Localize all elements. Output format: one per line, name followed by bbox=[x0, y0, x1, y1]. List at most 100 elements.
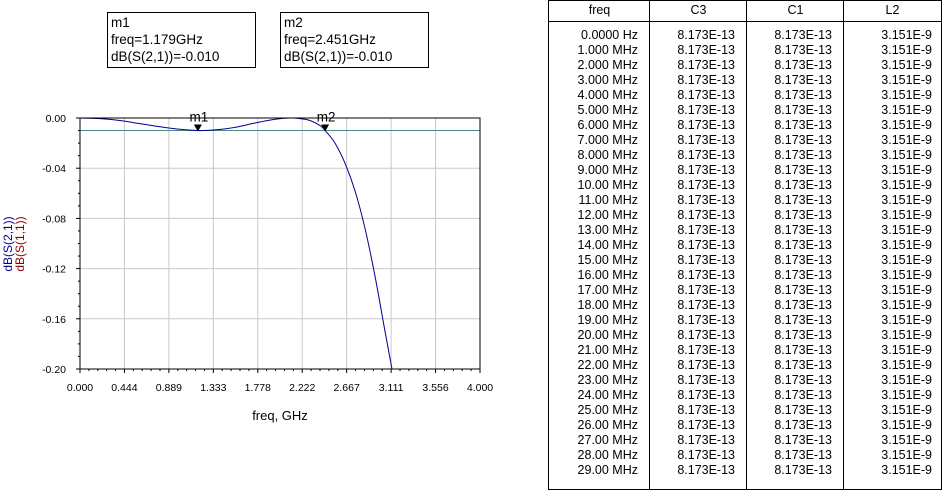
table-cell-c3: 8.173E-13 bbox=[677, 418, 735, 432]
table-cell-c3: 8.173E-13 bbox=[677, 88, 735, 102]
table-cell-c3: 8.173E-13 bbox=[677, 163, 735, 177]
table-row: 1.000 MHz 8.173E-13 8.173E-13 3.151E-9 bbox=[549, 43, 941, 57]
table-cell-c3: 8.173E-13 bbox=[677, 343, 735, 357]
header-l2: L2 bbox=[885, 3, 900, 17]
table-cell-freq: 3.000 MHz bbox=[577, 73, 638, 87]
table-cell-c1: 8.173E-13 bbox=[774, 178, 832, 192]
x-axis-ticks: 0.000 0.444 0.889 1.333 1.778 2.222 2.667 3.111… bbox=[67, 369, 493, 394]
table-cell-c1: 8.173E-13 bbox=[774, 28, 832, 42]
table-row: 4.000 MHz 8.173E-13 8.173E-13 3.151E-9 bbox=[549, 88, 941, 102]
y-axis-label-s21: dB(S(2,1)) bbox=[1, 216, 15, 271]
table-cell-l2: 3.151E-9 bbox=[881, 418, 932, 432]
table-cell-freq: 27.00 MHz bbox=[577, 433, 638, 447]
marker-m1-triangle[interactable] bbox=[193, 124, 202, 132]
table-cell-l2: 3.151E-9 bbox=[881, 283, 932, 297]
table-cell-freq: 29.00 MHz bbox=[577, 463, 638, 477]
table-cell-c3: 8.173E-13 bbox=[677, 193, 735, 207]
table-cell-freq: 7.000 MHz bbox=[577, 133, 638, 147]
table-cell-l2: 3.151E-9 bbox=[881, 433, 932, 447]
table-header: freq C3 C1 L2 bbox=[549, 1, 941, 22]
header-freq: freq bbox=[588, 3, 611, 17]
table-cell-c1: 8.173E-13 bbox=[774, 88, 832, 102]
table-cell-l2: 3.151E-9 bbox=[881, 28, 932, 42]
table-cell-c3: 8.173E-13 bbox=[677, 373, 735, 387]
table-cell-l2: 3.151E-9 bbox=[881, 118, 932, 132]
table-cell-c3: 8.173E-13 bbox=[677, 448, 735, 462]
x-tick-label: 4.000 bbox=[467, 382, 493, 394]
table-cell-c3: 8.173E-13 bbox=[677, 283, 735, 297]
table-cell-l2: 3.151E-9 bbox=[881, 328, 932, 342]
table-row: 0.0000 Hz 8.173E-13 8.173E-13 3.151E-9 bbox=[549, 28, 941, 42]
table-cell-freq: 6.000 MHz bbox=[577, 118, 638, 132]
marker-m2-readout[interactable]: m2 freq=2.451GHz dB(S(2,1))=-0.010 bbox=[280, 12, 429, 68]
marker-m1-readout[interactable]: m1 freq=1.179GHz dB(S(2,1))=-0.010 bbox=[107, 12, 256, 68]
table-cell-freq: 5.000 MHz bbox=[577, 103, 638, 117]
y-axis-label-s11: dB(S(1,1)) bbox=[13, 216, 27, 271]
y-tick-label: -0.12 bbox=[42, 264, 66, 276]
x-tick-label: 2.667 bbox=[334, 382, 360, 394]
table-row: 12.00 MHz 8.173E-13 8.173E-13 3.151E-9 bbox=[549, 209, 941, 222]
table-cell-l2: 3.151E-9 bbox=[881, 43, 932, 57]
table-cell-freq: 16.00 MHz bbox=[577, 268, 638, 282]
table-row: 10.00 MHz 8.173E-13 8.173E-13 3.151E-9 bbox=[549, 178, 941, 192]
y-tick-label: -0.08 bbox=[42, 213, 66, 225]
table-cell-l2: 3.151E-9 bbox=[881, 163, 932, 177]
table-cell-c1: 8.173E-13 bbox=[774, 148, 832, 162]
table-cell-freq: 26.00 MHz bbox=[577, 418, 638, 432]
table-cell-c1: 8.173E-13 bbox=[774, 223, 832, 237]
x-tick-label: 1.333 bbox=[200, 382, 226, 394]
table-cell-l2: 3.151E-9 bbox=[881, 388, 932, 402]
table-cell-freq: 22.00 MHz bbox=[577, 358, 638, 372]
table-cell-c1: 8.173E-13 bbox=[774, 358, 832, 372]
table-cell-freq: 21.00 MHz bbox=[577, 343, 638, 357]
table-cell-c1: 8.173E-13 bbox=[774, 268, 832, 282]
marker-m2-label: m2 bbox=[317, 110, 336, 125]
table-row: 27.00 MHz 8.173E-13 8.173E-13 3.151E-9 bbox=[549, 433, 941, 447]
table-cell-freq: 24.00 MHz bbox=[577, 388, 638, 402]
marker-m2-name: m2 bbox=[284, 15, 303, 30]
header-c3: C3 bbox=[690, 3, 707, 17]
y-tick-label: -0.20 bbox=[42, 364, 66, 376]
table-cell-c3: 8.173E-13 bbox=[677, 118, 735, 132]
plot-grid bbox=[80, 118, 480, 369]
table-row: 18.00 MHz 8.173E-13 8.173E-13 3.151E-9 bbox=[549, 298, 941, 312]
table-cell-freq: 14.00 MHz bbox=[577, 238, 638, 252]
variable-table[interactable]: freq C3 C1 L2 0.0000 Hz 8.173E-13 8.173E-1… bbox=[548, 0, 942, 490]
series-s21-line bbox=[79, 117, 393, 370]
table-cell-freq: 18.00 MHz bbox=[577, 298, 638, 312]
plot-series bbox=[79, 117, 480, 370]
table-row: 26.00 MHz 8.173E-13 8.173E-13 3.151E-9 bbox=[549, 418, 941, 432]
marker-m2-triangle[interactable] bbox=[321, 124, 330, 132]
table-cell-c1: 8.173E-13 bbox=[774, 448, 832, 462]
x-tick-label: 3.111 bbox=[379, 382, 404, 394]
table-cell-l2: 3.151E-9 bbox=[881, 298, 932, 312]
table-cell-c3: 8.173E-13 bbox=[677, 103, 735, 117]
table-cell-c1: 8.173E-13 bbox=[774, 403, 832, 417]
table-cell-l2: 3.151E-9 bbox=[881, 253, 932, 267]
column-divider bbox=[843, 1, 844, 489]
table-cell-c1: 8.173E-13 bbox=[774, 463, 832, 477]
table-row: 8.000 MHz 8.173E-13 8.173E-13 3.151E-9 bbox=[549, 148, 941, 162]
y-tick-label: -0.16 bbox=[42, 314, 66, 326]
plot-frame bbox=[79, 117, 481, 370]
table-cell-freq: 23.00 MHz bbox=[577, 373, 638, 387]
table-row: 24.00 MHz 8.173E-13 8.173E-13 3.151E-9 bbox=[549, 388, 941, 402]
table-row: 5.000 MHz 8.173E-13 8.173E-13 3.151E-9 bbox=[549, 103, 941, 117]
table-cell-c1: 8.173E-13 bbox=[774, 283, 832, 297]
table-cell-c1: 8.173E-13 bbox=[774, 418, 832, 432]
table-cell-c3: 8.173E-13 bbox=[677, 178, 735, 192]
s-parameter-plot[interactable]: m1 m2 0.000 0.444 0.889 1.333 1.778 2.222 2.667… bbox=[0, 0, 540, 491]
x-axis-label: freq, GHz bbox=[252, 408, 308, 423]
table-cell-c1: 8.173E-13 bbox=[774, 163, 832, 177]
table-row: 25.00 MHz 8.173E-13 8.173E-13 3.151E-9 bbox=[549, 403, 941, 417]
table-cell-c1: 8.173E-13 bbox=[774, 58, 832, 72]
table-cell-c1: 8.173E-13 bbox=[774, 43, 832, 57]
x-tick-label: 0.889 bbox=[156, 382, 182, 394]
x-tick-label: 2.222 bbox=[289, 382, 315, 394]
table-cell-c3: 8.173E-13 bbox=[677, 58, 735, 72]
table-cell-freq: 0.0000 Hz bbox=[581, 28, 638, 42]
table-cell-c1: 8.173E-13 bbox=[774, 433, 832, 447]
table-cell-c3: 8.173E-13 bbox=[677, 328, 735, 342]
table-cell-c1: 8.173E-13 bbox=[774, 388, 832, 402]
table-cell-freq: 8.000 MHz bbox=[577, 148, 638, 162]
